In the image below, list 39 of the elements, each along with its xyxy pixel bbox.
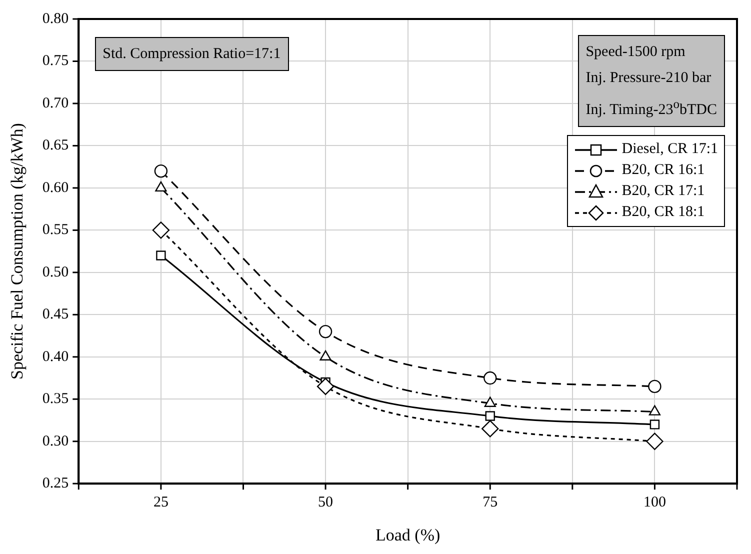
- point: [316, 378, 334, 396]
- x-tick-label: 100: [643, 494, 666, 511]
- point: [154, 164, 168, 178]
- y-tick-label: 0.45: [42, 306, 69, 323]
- y-tick-label: 0.75: [42, 53, 69, 70]
- y-tick-label: 0.30: [42, 433, 69, 450]
- legend-label: B20, CR 18:1: [622, 204, 705, 221]
- y-tick-label: 0.70: [42, 95, 69, 112]
- x-tick-label: 25: [153, 494, 168, 511]
- point: [482, 420, 499, 438]
- point: [484, 371, 497, 385]
- point: [484, 396, 496, 407]
- y-tick-label: 0.25: [42, 476, 69, 492]
- y-tick-label: 0.60: [42, 180, 69, 196]
- point: [318, 324, 332, 338]
- point: [485, 411, 495, 421]
- point: [320, 350, 332, 360]
- y-tick-label: 0.50: [42, 264, 69, 280]
- y-tick-label: 0.40: [42, 348, 69, 365]
- legend-label: B20, CR 17:1: [622, 183, 705, 200]
- x-tick-label: 50: [318, 494, 334, 511]
- legend-label: Diesel, CR 17:1: [622, 141, 718, 158]
- y-tick-label: 0.55: [42, 222, 69, 238]
- point: [650, 420, 660, 430]
- annotation: Speed-1500 rpm Inj. Pressure-210 bar Inj. Timing-23$^{o}$bTDC: [578, 35, 725, 127]
- y-axis-title: Specific Fuel Consumption (kg/kWh): [8, 123, 27, 380]
- x-axis-title: Load (%): [375, 525, 440, 544]
- legend-label: B20, CR 16:1: [622, 162, 705, 179]
- point: [152, 222, 170, 239]
- point: [648, 405, 661, 416]
- y-tick-label: 0.65: [42, 138, 69, 154]
- x-tick-label: 75: [482, 494, 498, 511]
- annotation: Std. Compression Ratio=17:1: [94, 37, 289, 71]
- y-tick-label: 0.80: [42, 10, 69, 27]
- point: [155, 181, 167, 192]
- point: [156, 250, 166, 260]
- point: [648, 380, 662, 394]
- point: [646, 432, 664, 450]
- y-tick-label: 0.35: [42, 391, 69, 408]
